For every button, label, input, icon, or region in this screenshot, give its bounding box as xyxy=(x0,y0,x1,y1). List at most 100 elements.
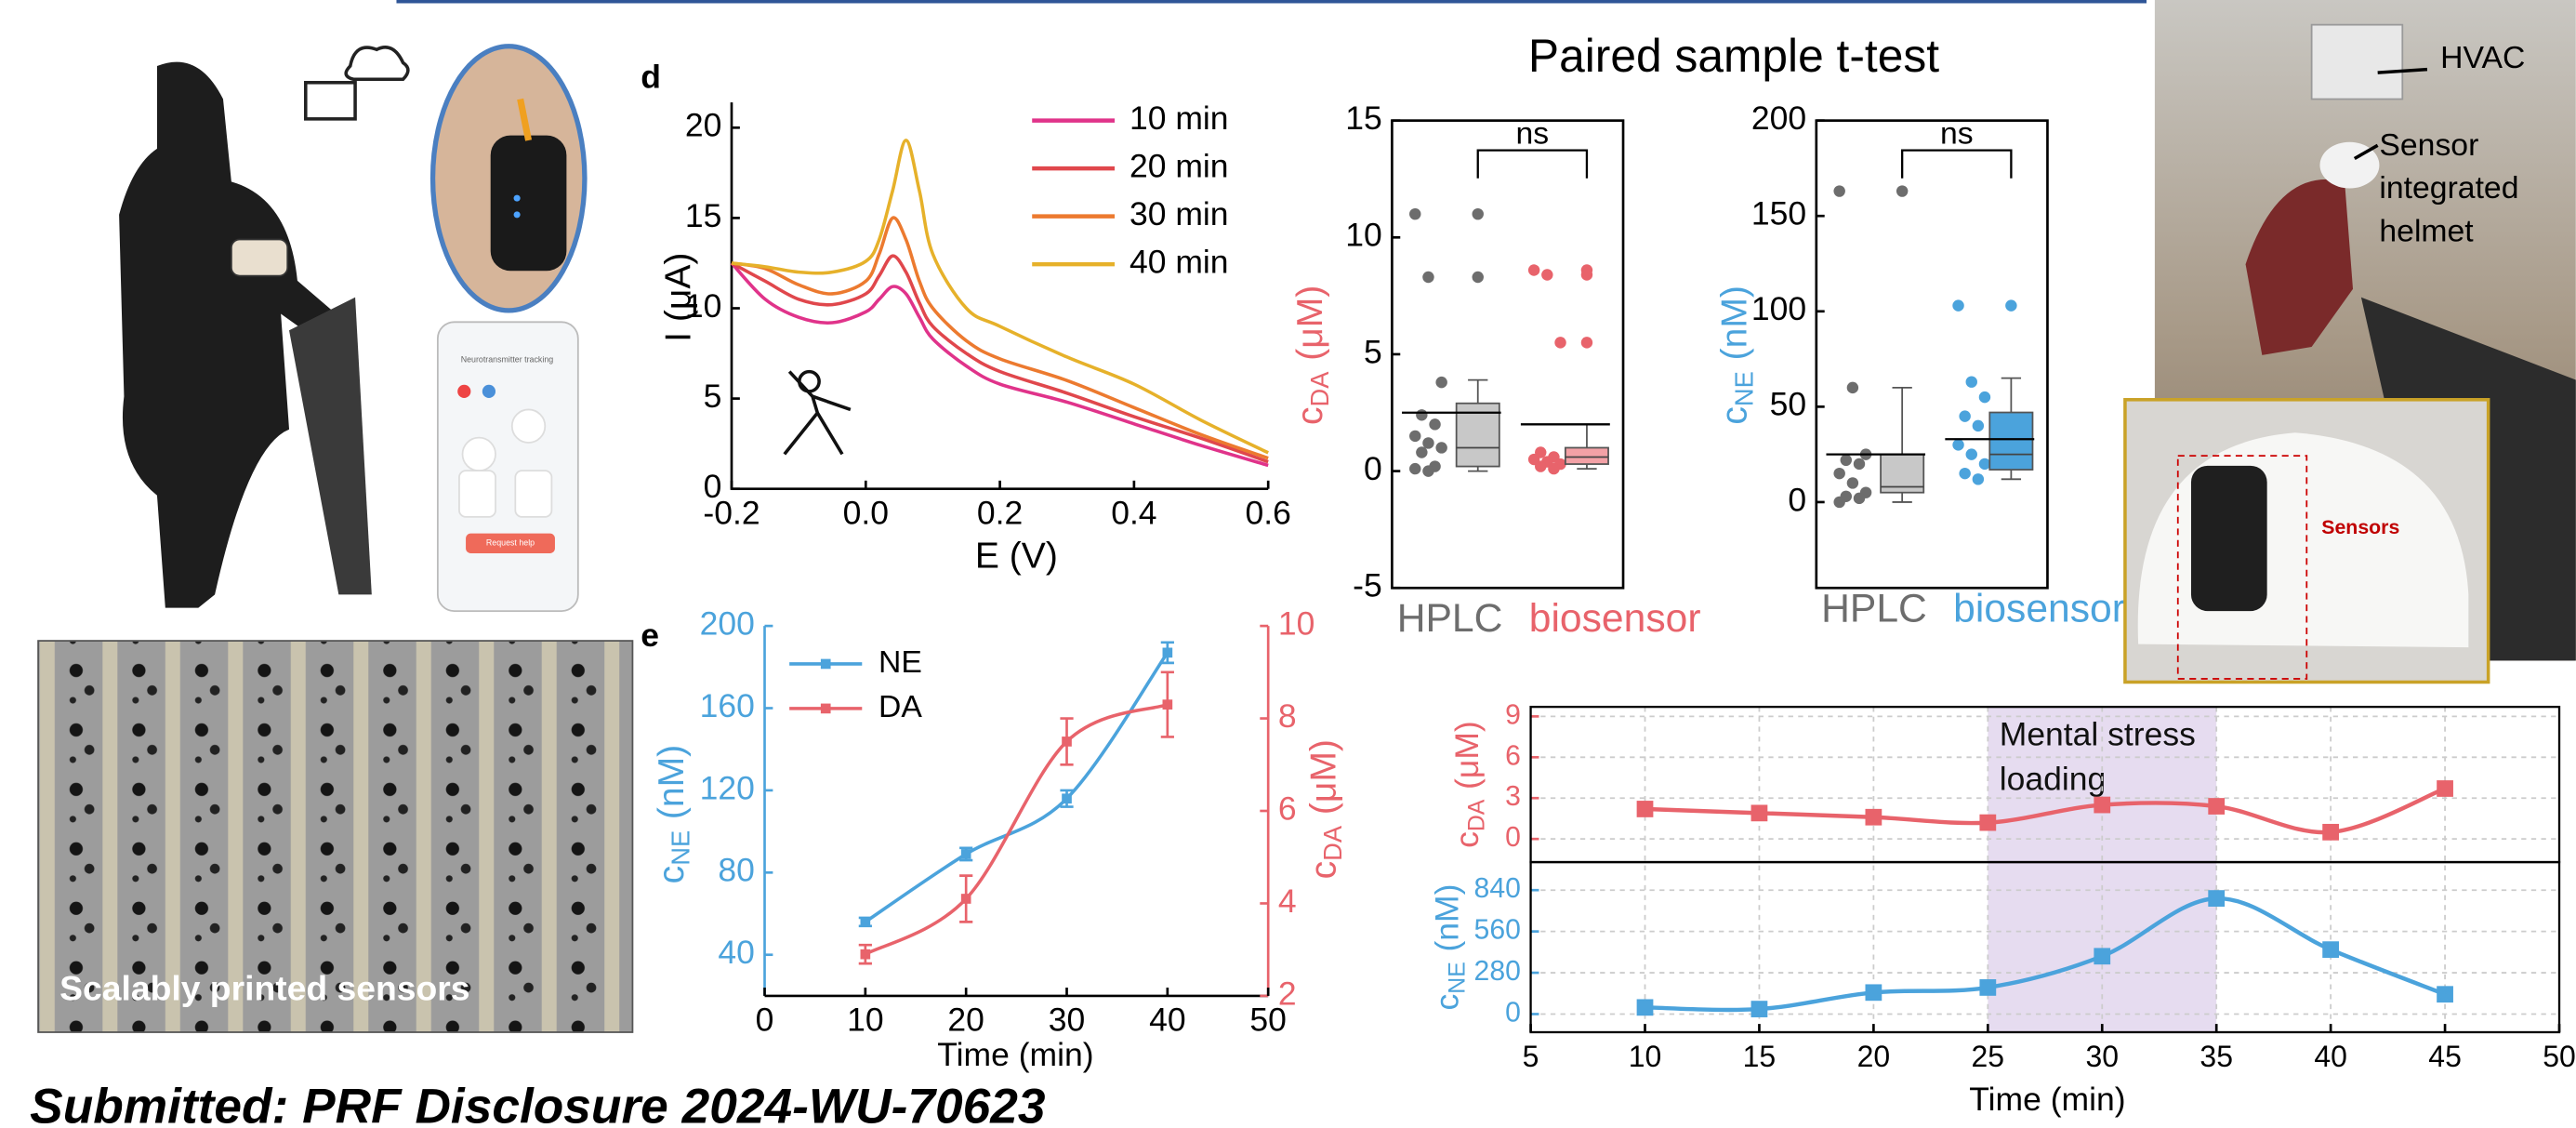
y-tick-label: 10 xyxy=(685,287,722,325)
axis-label-part: (nM) xyxy=(1429,884,1466,952)
box xyxy=(1988,411,2034,471)
y-tick-label: 20 xyxy=(685,107,722,144)
printed-sensors-photo xyxy=(37,640,634,1033)
data-point xyxy=(1062,737,1072,747)
cv-curve xyxy=(731,216,1269,460)
x-axis-title: Time (min) xyxy=(1969,1081,2125,1118)
trend-line xyxy=(864,702,1169,956)
x-tick-label: 0.4 xyxy=(1111,494,1156,531)
x-tick-label: 10 xyxy=(1629,1040,1662,1073)
x-tick-label: biosensor xyxy=(1529,596,1701,641)
helmet-label: Sensor xyxy=(2379,127,2478,163)
outlier xyxy=(1580,264,1593,276)
data-point xyxy=(1062,793,1072,804)
data-point xyxy=(860,949,871,960)
x-tick-label: HPLC xyxy=(1821,586,1927,630)
data-point xyxy=(1541,269,1553,281)
y-tick-label: -5 xyxy=(1353,567,1382,604)
data-point xyxy=(1952,299,1964,312)
axis-label: cDA (μM) xyxy=(1290,285,1334,425)
axis-label-part: c xyxy=(652,866,692,884)
data-point xyxy=(1162,699,1173,710)
axis-label-part: DA xyxy=(1305,371,1334,407)
data-point xyxy=(1636,999,1654,1016)
x-tick-label: 0 xyxy=(756,1002,774,1039)
cv-curve xyxy=(730,261,1269,468)
legend-label: 20 min xyxy=(1129,148,1229,185)
data-point xyxy=(1435,376,1447,389)
data-point xyxy=(1435,442,1447,454)
significance-bracket xyxy=(1476,149,1589,179)
significance-label: ns xyxy=(1940,116,1974,152)
x-tick-label: -0.2 xyxy=(703,494,760,531)
x-tick-label: 5 xyxy=(1523,1040,1539,1073)
y-axis-title: I (μA) xyxy=(658,253,698,342)
y-tick-label: 0 xyxy=(1788,481,1806,518)
data-point xyxy=(860,917,871,927)
legend-label: 40 min xyxy=(1129,244,1229,281)
data-point xyxy=(1959,410,1971,422)
legend-label: NE xyxy=(878,644,922,680)
axis-label: cNE (nM) xyxy=(652,745,695,884)
data-point xyxy=(1853,458,1866,471)
exercise-photo xyxy=(119,46,410,608)
data-point xyxy=(1554,337,1566,349)
y-tick-label: 15 xyxy=(685,197,722,234)
outlier xyxy=(1472,207,1484,220)
phone-title: Neurotransmitter tracking xyxy=(461,355,554,365)
x-tick-label: 35 xyxy=(2200,1040,2233,1073)
data-point xyxy=(1846,381,1859,394)
x-tick-label: 20 xyxy=(947,1002,984,1039)
data-point xyxy=(1979,814,1997,831)
data-point xyxy=(1416,409,1428,421)
x-tick-label: HPLC xyxy=(1397,596,1503,641)
axis-label-part: c xyxy=(1304,861,1344,880)
data-point xyxy=(2437,780,2453,797)
helmet-photo xyxy=(2123,398,2490,684)
helmet-label: integrated xyxy=(2379,170,2518,206)
axis-label-part: (μM) xyxy=(1304,739,1344,815)
x-tick-label: 40 xyxy=(1149,1002,1186,1039)
axis-label-part: NE xyxy=(1730,371,1759,406)
y-tick-label: 15 xyxy=(1345,100,1382,137)
y-tick-label: 0 xyxy=(1505,822,1521,853)
data-point xyxy=(1965,376,1977,388)
phone-photo xyxy=(436,321,579,613)
axis-label-part: (μM) xyxy=(1448,721,1486,790)
trend-line xyxy=(1645,896,2446,1013)
box xyxy=(1564,446,1609,465)
axis-label-part: c xyxy=(1290,406,1330,425)
box xyxy=(1455,402,1500,468)
data-point xyxy=(2437,986,2453,1003)
x-tick-label: 40 xyxy=(2314,1040,2347,1073)
hvac-label: HVAC xyxy=(2440,40,2525,75)
y-tick-label: 200 xyxy=(700,604,755,642)
data-point xyxy=(2322,941,2340,959)
y-tick-label: 50 xyxy=(1770,386,1806,423)
phone-button[interactable]: Request help xyxy=(486,538,535,548)
y-tick-label: 6 xyxy=(1505,740,1521,771)
x-axis-title: Time (min) xyxy=(937,1036,1093,1073)
x-tick-label: biosensor xyxy=(1953,586,2125,630)
y-tick-label: 280 xyxy=(1474,956,1521,987)
data-point xyxy=(2322,823,2340,841)
y-tick-label: 8 xyxy=(1278,697,1297,735)
y-tick-label: 10 xyxy=(1278,604,1315,642)
x-tick-label: 0.6 xyxy=(1246,494,1291,531)
y-tick-label: 840 xyxy=(1474,873,1521,904)
data-point xyxy=(1840,454,1852,467)
panel-label: e xyxy=(641,617,659,654)
axis-label-part: DA xyxy=(1463,799,1489,831)
data-point xyxy=(1750,1001,1768,1017)
y-tick-label: 40 xyxy=(718,934,755,971)
data-point xyxy=(1865,808,1882,826)
significance-bracket xyxy=(1901,149,2013,179)
photo-caption: Scalably printed sensors xyxy=(59,968,469,1007)
panel-frame xyxy=(1529,860,2561,1034)
y-tick-label: 2 xyxy=(1278,975,1297,1012)
data-point xyxy=(1833,496,1845,509)
axis-label-part: DA xyxy=(1318,825,1347,861)
data-point xyxy=(1422,271,1434,284)
data-point xyxy=(2208,798,2226,815)
data-point xyxy=(960,894,971,904)
